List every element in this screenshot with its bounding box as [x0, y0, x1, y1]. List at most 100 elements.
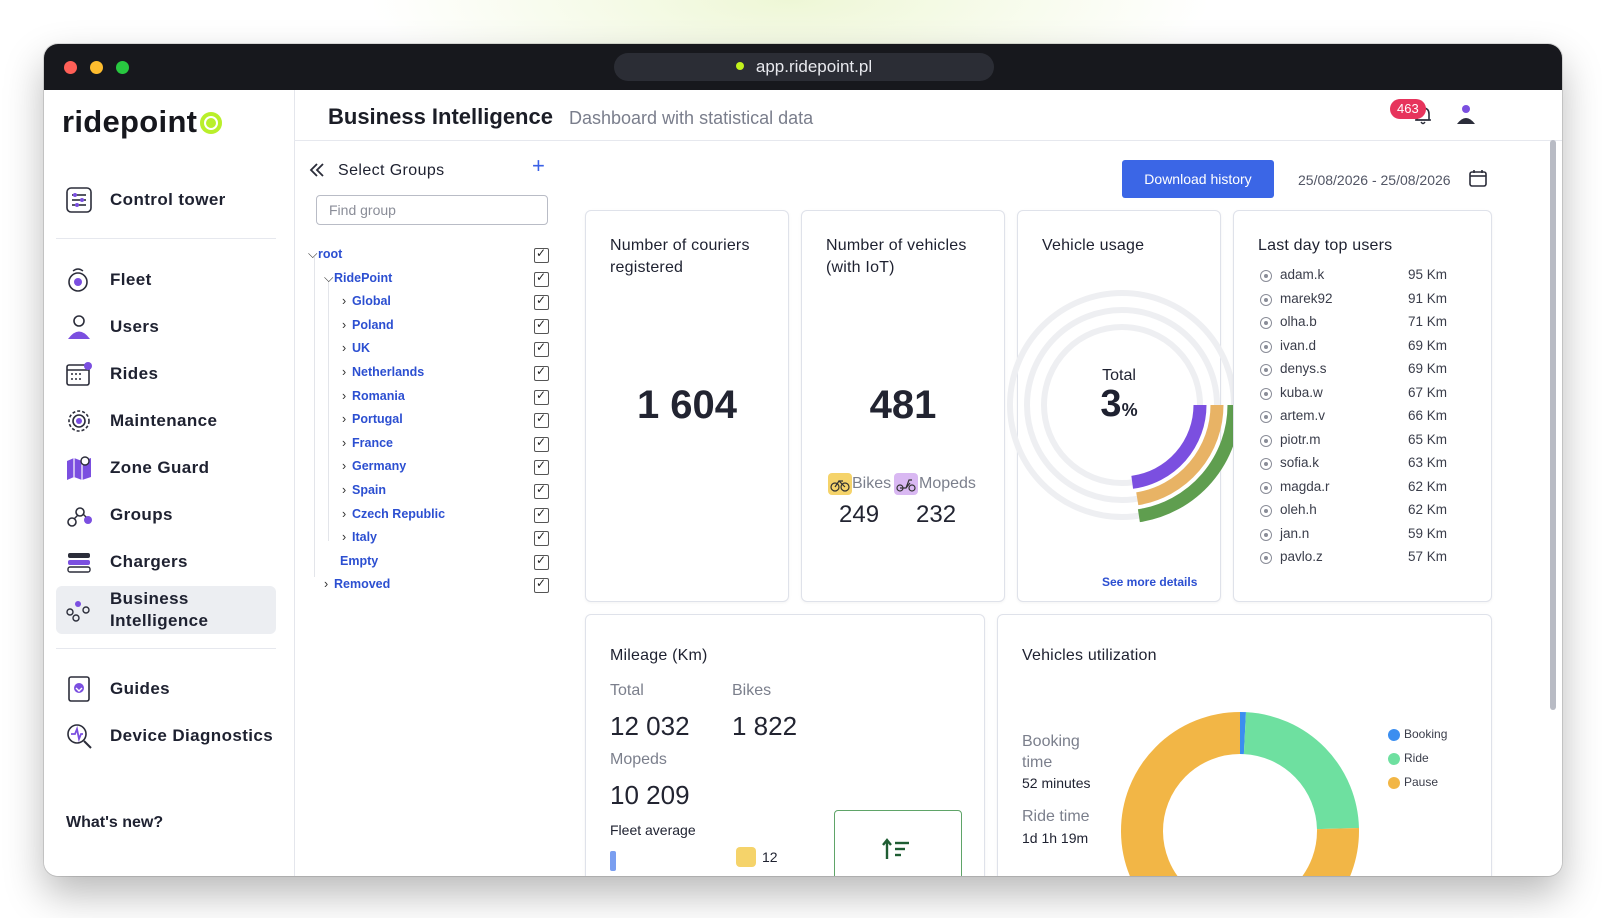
tree-item[interactable]: › Czech Republic	[342, 507, 445, 527]
close-window-button[interactable]	[64, 61, 77, 74]
calendar-icon[interactable]	[1468, 168, 1488, 188]
tree-item[interactable]: ⌵root	[308, 247, 342, 267]
expand-chevron-icon[interactable]: ›	[342, 506, 347, 521]
expand-chevron-icon[interactable]: ⌵	[308, 247, 318, 261]
tree-item[interactable]: › Portugal	[342, 412, 403, 432]
expand-chevron-icon[interactable]: ›	[342, 388, 347, 403]
sidebar-item-control-tower[interactable]: Control tower	[56, 177, 276, 221]
expand-chevron-icon[interactable]: ›	[342, 530, 347, 545]
tree-item[interactable]: › Romania	[342, 389, 405, 409]
location-pin-icon	[1260, 317, 1272, 329]
tree-item-label: root	[318, 247, 343, 261]
whats-new-link[interactable]: What's new?	[66, 814, 164, 831]
notification-badge[interactable]: 463	[1390, 99, 1426, 119]
top-user-name: olha.b	[1280, 314, 1317, 329]
expand-chevron-icon[interactable]: ›	[342, 412, 347, 427]
expand-chevron-icon[interactable]: ›	[342, 317, 347, 332]
couriers-count: 1 604	[636, 383, 738, 427]
group-checkbox[interactable]	[534, 388, 549, 405]
group-checkbox[interactable]	[534, 458, 549, 476]
tree-item[interactable]: › Netherlands	[342, 365, 424, 385]
add-group-button[interactable]: +	[532, 153, 545, 178]
top-user-distance: 71 Km	[1408, 314, 1448, 329]
expand-chevron-icon[interactable]: ›	[342, 341, 347, 356]
tree-item[interactable]: › Germany	[342, 459, 406, 479]
sidebar-item-users[interactable]: Users	[56, 304, 276, 348]
minimize-window-button[interactable]	[90, 61, 103, 74]
bike-icon	[828, 473, 852, 495]
user-profile-icon[interactable]	[1454, 102, 1478, 126]
donut-slice-pause[interactable]	[1121, 712, 1359, 876]
expand-chevron-icon[interactable]: ›	[342, 459, 347, 474]
download-history-button[interactable]: Download history	[1122, 160, 1274, 198]
location-pin-icon	[1260, 293, 1272, 306]
group-checkbox[interactable]	[534, 340, 549, 358]
usage-ring-arc	[1137, 404, 1241, 523]
card-title: Mileage (Km)	[610, 647, 708, 664]
mopeds-count: 232	[916, 501, 957, 528]
top-user-distance: 91 Km	[1408, 290, 1448, 306]
sidebar-item-guides[interactable]: Guides	[56, 666, 276, 710]
group-checkbox[interactable]	[534, 553, 549, 570]
sidebar-item-rides[interactable]: Rides	[56, 351, 276, 395]
top-user-row: artem.v 66 Km	[1258, 408, 1458, 428]
top-user-name: artem.v	[1280, 408, 1326, 423]
group-checkbox[interactable]	[534, 576, 549, 594]
top-user-name: ivan.d	[1280, 337, 1317, 353]
collapse-panel-icon[interactable]	[308, 161, 326, 179]
logo-mark-icon	[200, 112, 222, 134]
nav-label: Business Intelligence	[110, 589, 209, 630]
group-checkbox[interactable]	[534, 246, 549, 263]
rides-calendar-icon	[66, 362, 92, 386]
fleet-icon	[68, 268, 88, 292]
tree-item[interactable]: › France	[342, 436, 393, 456]
sidebar-item-maintenance[interactable]: Maintenance	[56, 398, 276, 442]
expand-chevron-icon[interactable]: ›	[324, 577, 329, 592]
sidebar-item-groups[interactable]: Groups	[56, 492, 276, 536]
expand-chevron-icon[interactable]: ›	[342, 483, 347, 497]
tree-item[interactable]: › Spain	[342, 483, 386, 503]
tree-item[interactable]: › Global	[342, 294, 391, 314]
tree-item[interactable]: Empty	[330, 554, 378, 574]
sidebar-item-zone-guard[interactable]: Zone Guard	[56, 445, 276, 489]
group-checkbox[interactable]	[534, 482, 549, 499]
donut-slice-ride[interactable]	[1243, 712, 1359, 830]
sidebar-item-fleet[interactable]: Fleet	[56, 257, 276, 301]
sort-button[interactable]	[834, 810, 962, 876]
group-checkbox[interactable]	[534, 270, 549, 287]
find-group-input[interactable]: Find group	[316, 195, 548, 225]
top-users-card: Last day top users adam.k 95 Km marek92 91 …	[1233, 210, 1492, 602]
date-range-field[interactable]: 25/08/2026 - 25/08/2026	[1298, 172, 1451, 188]
tree-item[interactable]: › Poland	[342, 318, 394, 338]
card-title: Number of couriers registered	[610, 237, 750, 276]
tree-item[interactable]: ⌵RidePoint	[324, 271, 392, 291]
group-checkbox[interactable]	[534, 293, 549, 311]
group-checkbox[interactable]	[534, 435, 549, 452]
address-bar[interactable]: app.ridepoint.pl	[614, 53, 994, 81]
expand-chevron-icon[interactable]: ›	[342, 435, 347, 450]
top-user-row: olha.b 71 Km	[1258, 314, 1458, 334]
app: ridepoint Control tower Fleet	[44, 90, 1562, 876]
tree-item[interactable]: › Italy	[342, 530, 377, 550]
tree-item[interactable]: › UK	[342, 341, 370, 361]
sidebar-item-business-intelligence[interactable]: Business Intelligence	[56, 586, 276, 634]
group-checkbox[interactable]	[534, 411, 549, 429]
tree-item-label: Germany	[352, 459, 407, 474]
group-checkbox[interactable]	[534, 317, 549, 334]
tree-item[interactable]: › Removed	[324, 577, 390, 597]
group-checkbox[interactable]	[534, 506, 549, 523]
expand-chevron-icon[interactable]: ›	[342, 294, 347, 309]
page-scrollbar[interactable]	[1550, 140, 1556, 710]
sidebar-item-device-diagnostics[interactable]: Device Diagnostics	[56, 713, 276, 757]
top-user-row: denys.s 69 Km	[1258, 361, 1458, 381]
group-checkbox[interactable]	[534, 364, 549, 381]
sidebar-item-chargers[interactable]: Chargers	[56, 539, 276, 583]
maximize-window-button[interactable]	[116, 61, 129, 74]
top-user-distance: 59 Km	[1408, 525, 1448, 541]
see-more-details-link[interactable]: See more details	[1102, 575, 1198, 589]
tree-item-label: Czech Republic	[352, 506, 446, 521]
logo[interactable]: ridepoint	[62, 104, 198, 139]
expand-chevron-icon[interactable]: ⌵	[324, 270, 334, 285]
group-checkbox[interactable]	[534, 529, 549, 547]
expand-chevron-icon[interactable]: ›	[342, 365, 347, 379]
